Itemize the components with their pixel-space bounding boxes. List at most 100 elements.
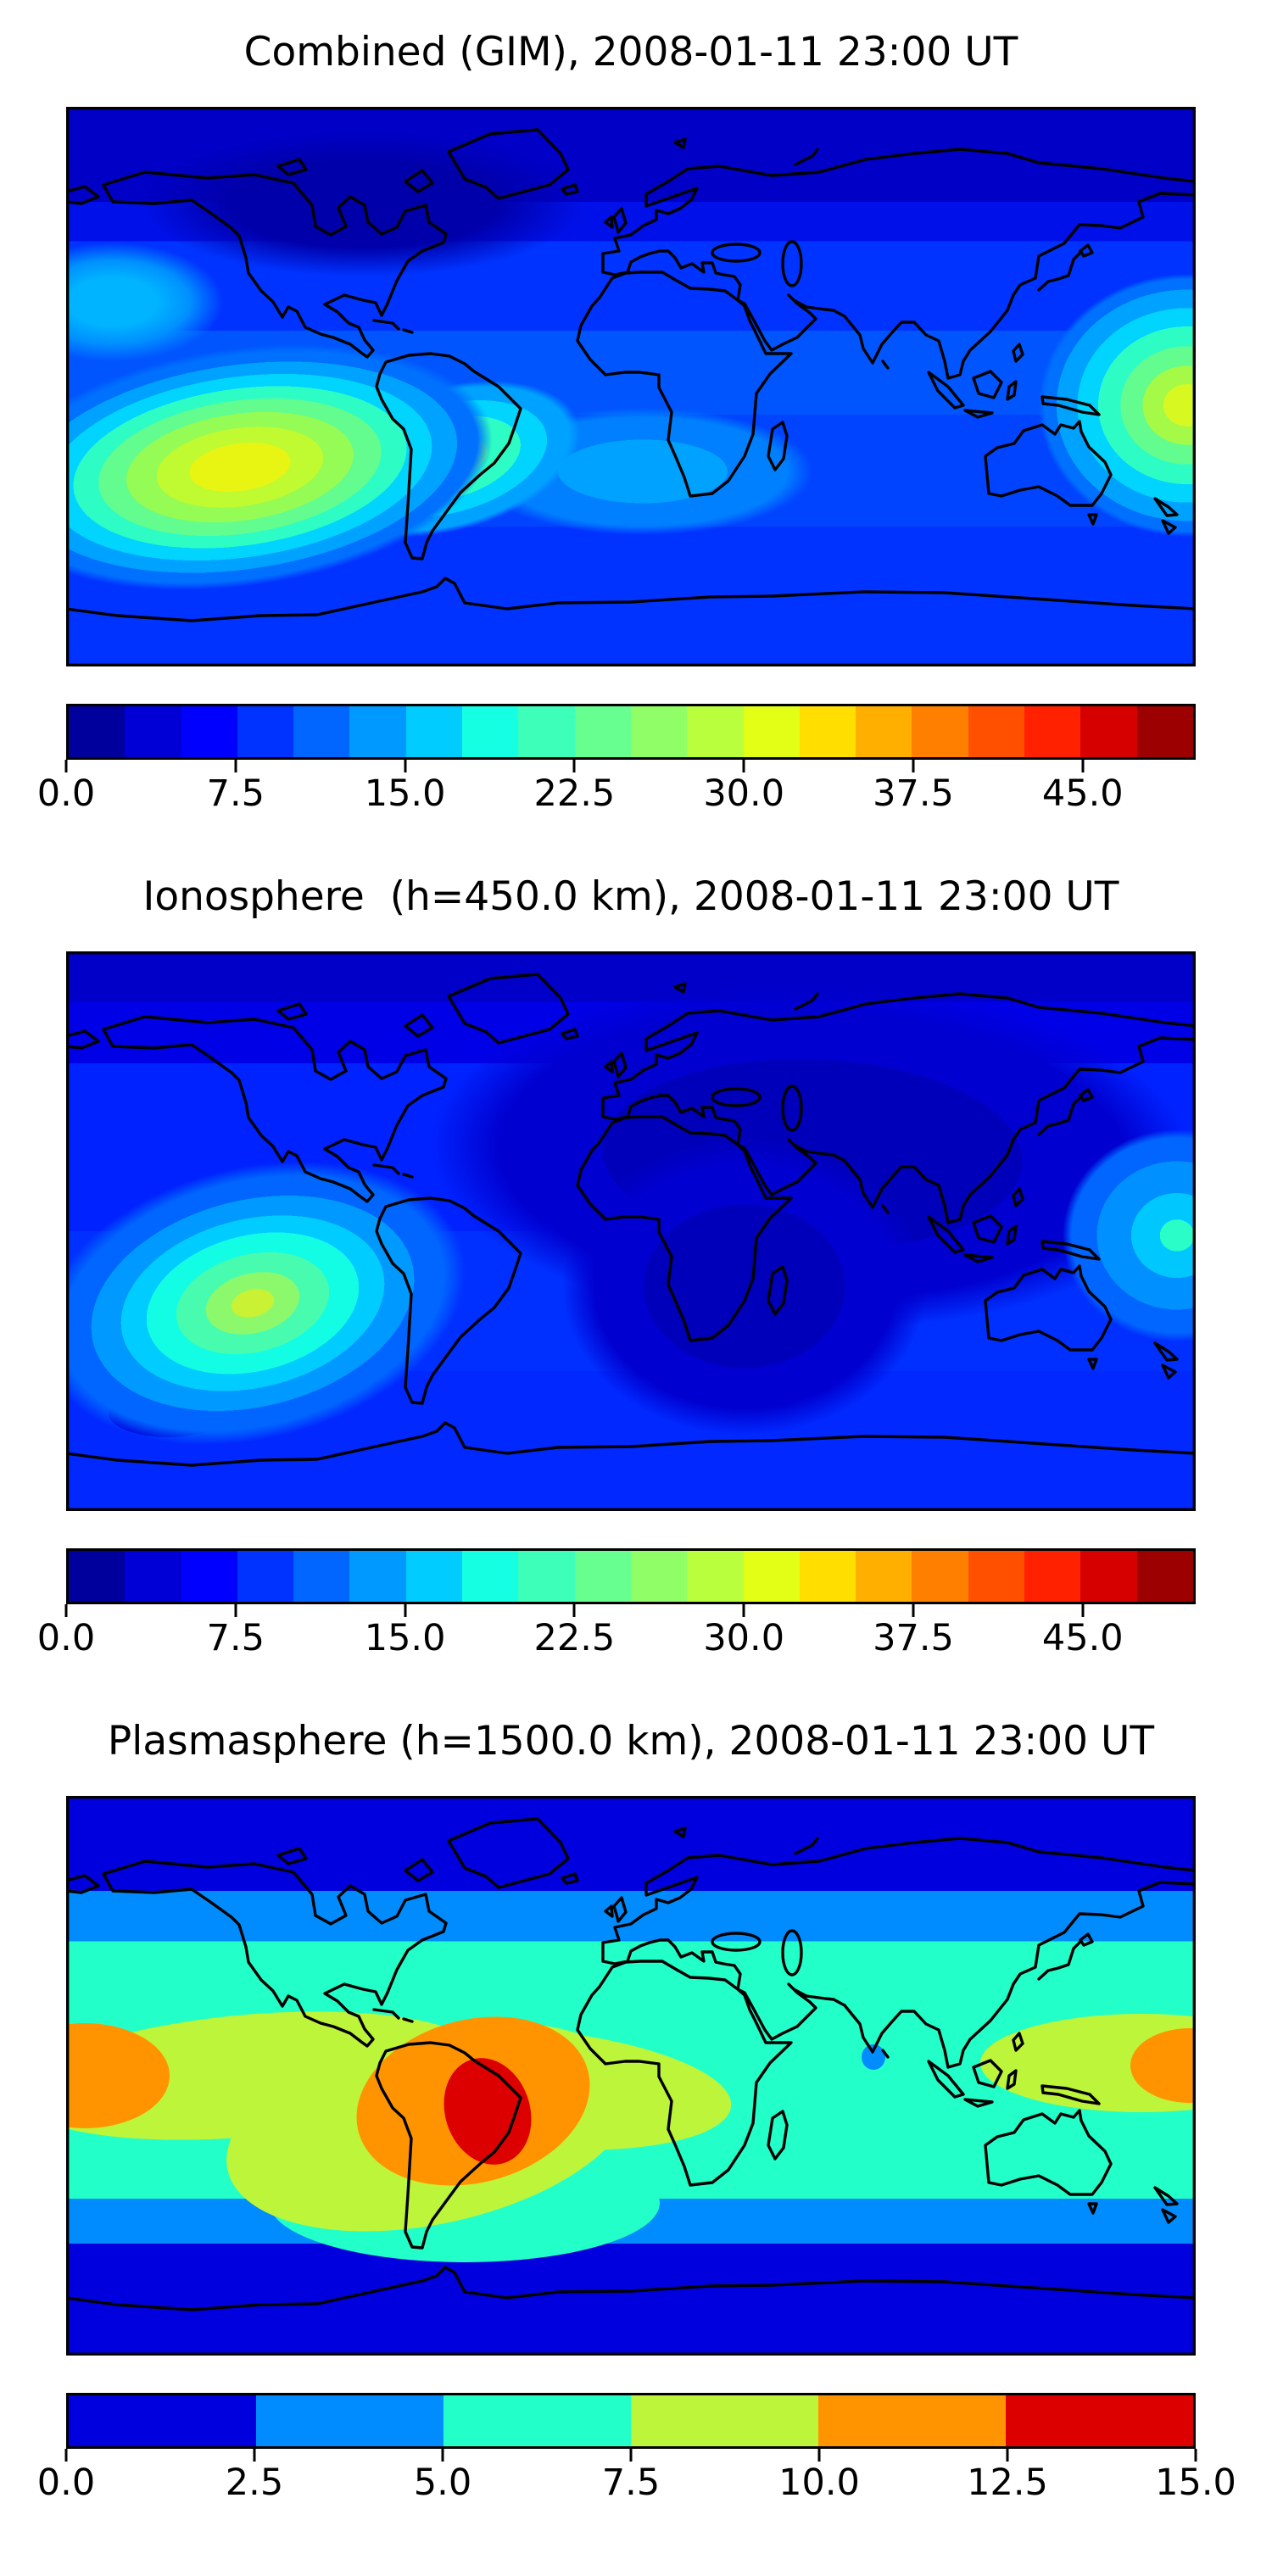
colorbar-tick-label: 15.0 bbox=[364, 1617, 446, 1659]
colorbar-tick-mark bbox=[64, 760, 68, 772]
colorbar-segment bbox=[912, 706, 968, 757]
colorbar-tick-mark bbox=[572, 1604, 576, 1617]
colorbar-segment bbox=[799, 1551, 856, 1602]
colorbar-segment bbox=[69, 2395, 256, 2446]
world-map-plasmasphere bbox=[66, 1796, 1196, 2356]
panel-plasmasphere: Plasmasphere (h=1500.0 km), 2008-01-11 2… bbox=[37, 1721, 1236, 2515]
map-border bbox=[66, 107, 1196, 666]
world-map-combined bbox=[66, 107, 1196, 666]
map-border bbox=[66, 951, 1196, 1511]
colorbar-tick-mark bbox=[817, 2449, 821, 2462]
colorbar-segment bbox=[630, 1551, 688, 1602]
colorbar-tick-label: 0.0 bbox=[36, 772, 96, 815]
colorbar-segment bbox=[630, 706, 688, 757]
colorbar-ticks-plasmasphere: 0.0 2.5 5.0 7.5 10.0 12.5 15.0 bbox=[37, 2449, 1236, 2515]
colorbar-segment bbox=[968, 706, 1025, 757]
colorbar-tick-mark bbox=[572, 760, 576, 772]
colorbar-tick-label: 22.5 bbox=[533, 1617, 616, 1659]
africa-minimum-region bbox=[562, 1138, 927, 1435]
colorbar-tick-label: 37.5 bbox=[873, 1617, 954, 1659]
colorbar-segment bbox=[125, 1551, 181, 1602]
colorbar-tick-label: 37.5 bbox=[873, 772, 954, 815]
west-pacific-hotspot bbox=[1039, 274, 1196, 537]
colorbar-tick-mark bbox=[742, 760, 745, 772]
colorbar-segment bbox=[631, 2395, 818, 2446]
colorbar-tick-mark bbox=[404, 1604, 407, 1617]
colorbar-segment bbox=[574, 1551, 631, 1602]
colorbar-tick-mark bbox=[912, 1604, 915, 1617]
colorbar-tick-mark bbox=[234, 1604, 237, 1617]
colorbar-segment bbox=[181, 1551, 237, 1602]
colorbar-tick-label: 12.5 bbox=[967, 2462, 1048, 2504]
colorbar-segment bbox=[69, 1551, 126, 1602]
map-border bbox=[66, 1796, 1196, 2356]
colorbar-tick-mark bbox=[64, 2449, 68, 2462]
colorbar-segment bbox=[125, 706, 181, 757]
colorbar-segment bbox=[1136, 706, 1193, 757]
colorbar-ionosphere bbox=[66, 1548, 1196, 1604]
colorbar-segment bbox=[1024, 1551, 1081, 1602]
colorbar-tick-label: 30.0 bbox=[703, 772, 785, 815]
colorbar-segment bbox=[462, 1551, 519, 1602]
colorbar-segment bbox=[293, 1551, 350, 1602]
colorbar-plasmasphere bbox=[66, 2393, 1196, 2449]
colorbar-tick-label: 10.0 bbox=[778, 2462, 860, 2504]
colorbar-tick-label: 7.5 bbox=[206, 772, 265, 815]
colorbar-segment bbox=[799, 706, 856, 757]
colorbar-tick-mark bbox=[1006, 2449, 1009, 2462]
colorbar-tick-label: 0.0 bbox=[36, 2462, 96, 2504]
colorbar-segment bbox=[349, 706, 406, 757]
colorbar-segment bbox=[237, 706, 294, 757]
colorbar-tick-label: 7.5 bbox=[206, 1617, 265, 1659]
colorbar-segment bbox=[462, 706, 519, 757]
colorbar-segment bbox=[912, 1551, 968, 1602]
colorbar-combined bbox=[66, 704, 1196, 760]
colorbar-segment bbox=[856, 706, 912, 757]
west-edge-enhancement bbox=[66, 2023, 170, 2128]
colorbar-segment bbox=[69, 706, 126, 757]
colorbar-tick-mark bbox=[1081, 760, 1085, 772]
panel-title-ionosphere: Ionosphere (h=450.0 km), 2008-01-11 23:0… bbox=[142, 873, 1119, 920]
colorbar-segment bbox=[1136, 1551, 1193, 1602]
west-pacific-enhancement bbox=[1063, 1129, 1196, 1341]
colorbar-tick-mark bbox=[234, 760, 237, 772]
equatorial-anomaly-hotspot bbox=[66, 344, 493, 590]
colorbar-segment bbox=[1080, 706, 1137, 757]
colorbar-segment bbox=[444, 2395, 631, 2446]
colorbar-segment bbox=[968, 1551, 1025, 1602]
colorbar-segment bbox=[687, 706, 744, 757]
colorbar-segment bbox=[405, 706, 463, 757]
colorbar-tick-label: 0.0 bbox=[36, 1617, 96, 1659]
equatorial-anomaly-hotspot bbox=[66, 1161, 466, 1446]
colorbar-tick-mark bbox=[912, 760, 915, 772]
colorbar-tick-mark bbox=[64, 1604, 68, 1617]
colorbar-tick-mark bbox=[629, 2449, 633, 2462]
world-map-ionosphere bbox=[66, 951, 1196, 1511]
colorbar-tick-mark bbox=[1194, 2449, 1197, 2462]
colorbar-tick-label: 7.5 bbox=[601, 2462, 661, 2504]
colorbar-tick-label: 5.0 bbox=[413, 2462, 472, 2504]
panel-ionosphere: Ionosphere (h=450.0 km), 2008-01-11 23:0… bbox=[37, 873, 1196, 1670]
colorbar-tick-label: 45.0 bbox=[1041, 1617, 1124, 1659]
colorbar-ticks-ionosphere: 0.0 7.5 15.0 22.5 30.0 37.5 45.0 bbox=[37, 1604, 1196, 1670]
colorbar-segment bbox=[256, 2395, 444, 2446]
colorbar-tick-label: 15.0 bbox=[1155, 2462, 1236, 2504]
north-pacific-patch bbox=[66, 243, 223, 361]
colorbar-segment bbox=[237, 1551, 294, 1602]
colorbar-segment bbox=[293, 706, 350, 757]
colorbar-segment bbox=[181, 706, 237, 757]
panel-title-combined: Combined (GIM), 2008-01-11 23:00 UT bbox=[243, 29, 1018, 75]
colorbar-segment bbox=[518, 1551, 575, 1602]
colorbar-tick-label: 30.0 bbox=[703, 1617, 785, 1659]
colorbar-tick-label: 22.5 bbox=[533, 772, 616, 815]
colorbar-segment bbox=[574, 706, 631, 757]
colorbar-tick-mark bbox=[404, 760, 407, 772]
india-depletion-spot bbox=[862, 2044, 885, 2070]
colorbar-segment bbox=[349, 1551, 406, 1602]
east-edge-enhancement bbox=[1130, 2028, 1196, 2103]
colorbar-tick-mark bbox=[253, 2449, 256, 2462]
colorbar-segment bbox=[1080, 1551, 1137, 1602]
colorbar-segment bbox=[405, 1551, 463, 1602]
colorbar-tick-label: 2.5 bbox=[225, 2462, 284, 2504]
colorbar-tick-mark bbox=[742, 1604, 745, 1617]
